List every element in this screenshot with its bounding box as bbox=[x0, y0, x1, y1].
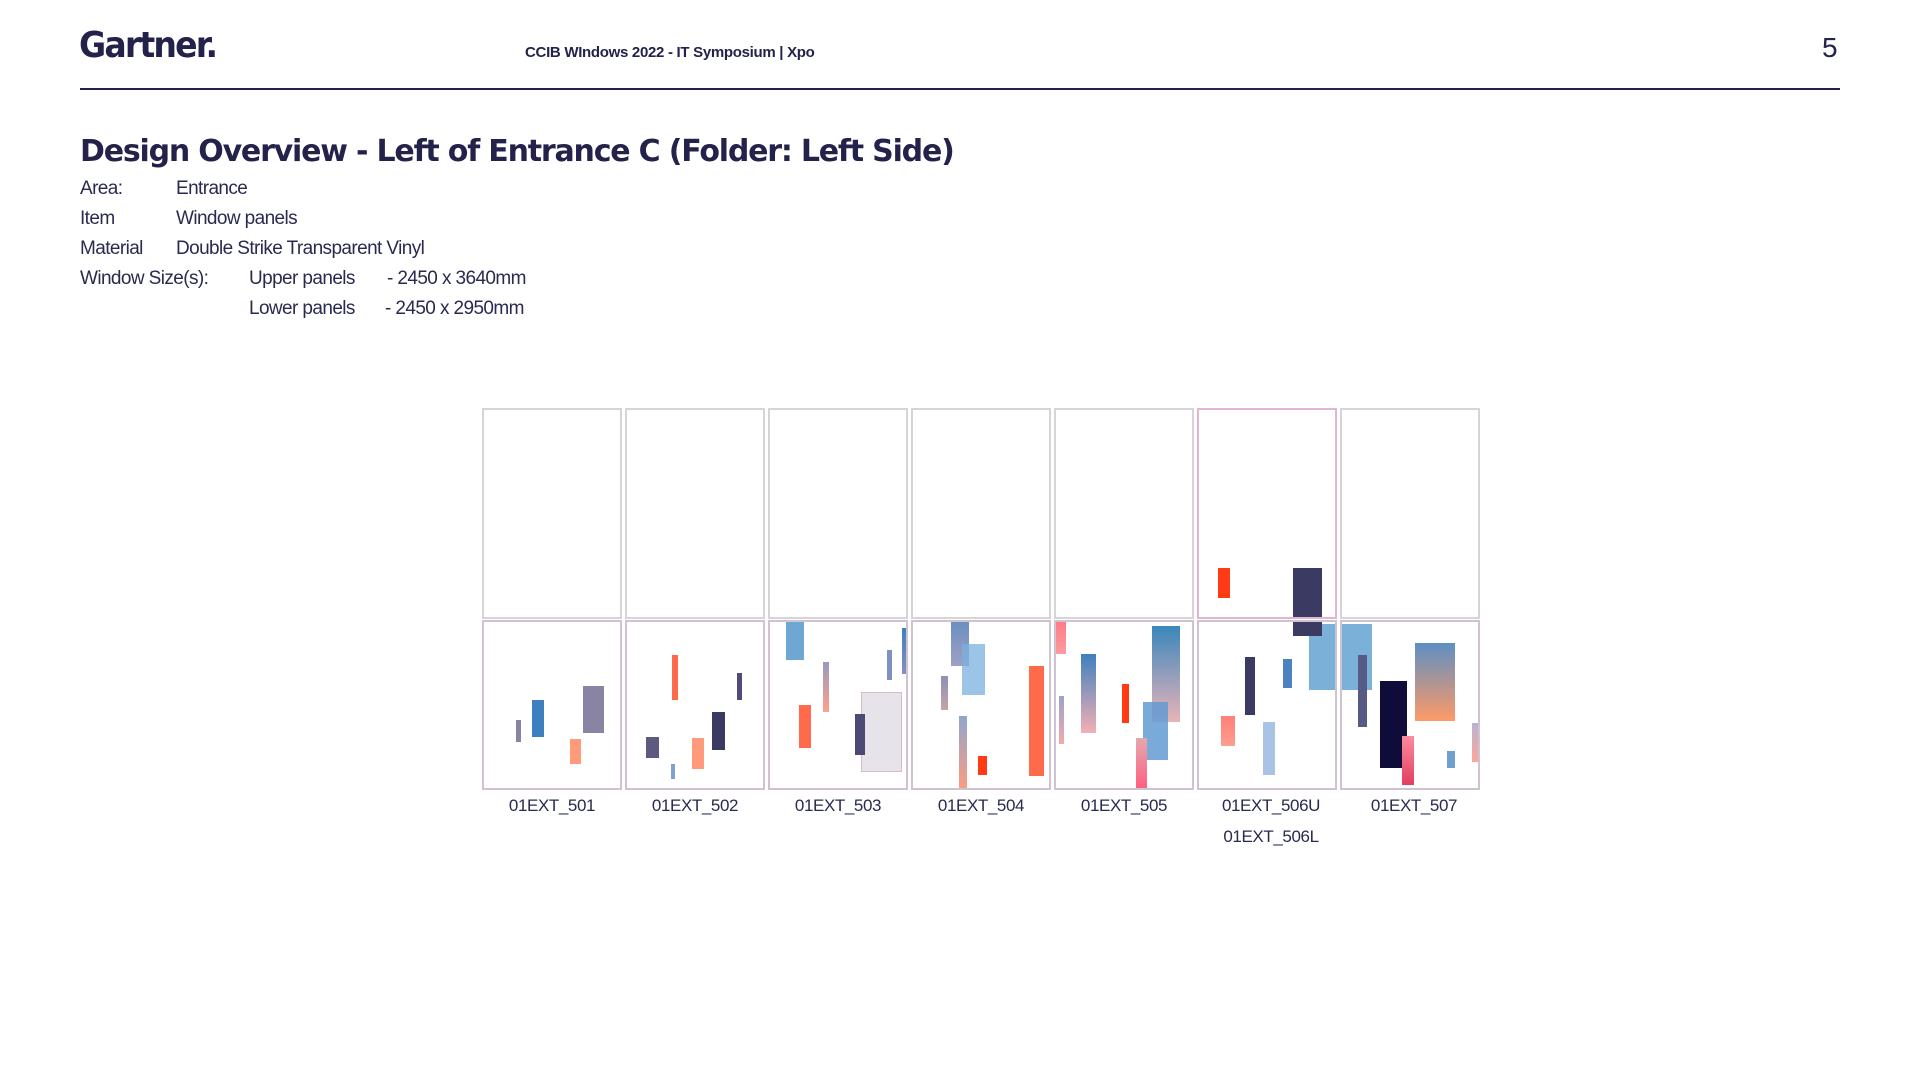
upper-panels-label: Upper panels bbox=[249, 268, 355, 289]
graphic-block bbox=[978, 756, 987, 775]
panel-label: 01EXT_503 bbox=[794, 796, 882, 815]
graphic-block bbox=[516, 720, 521, 742]
lower-window-panel bbox=[1054, 620, 1194, 790]
graphic-block bbox=[737, 673, 742, 700]
graphic-block bbox=[692, 738, 704, 769]
lower-window-panel bbox=[768, 620, 908, 790]
upper-window-panel bbox=[625, 408, 765, 619]
item-label: Item bbox=[80, 208, 115, 229]
graphic-block bbox=[1218, 568, 1230, 598]
material-label: Material bbox=[80, 238, 143, 259]
lower-window-panel bbox=[1340, 620, 1480, 790]
graphic-block bbox=[861, 692, 902, 772]
graphic-block bbox=[1263, 722, 1275, 775]
panel-label: 01EXT_507 bbox=[1370, 796, 1458, 815]
graphic-block bbox=[1245, 657, 1255, 715]
graphic-block bbox=[1447, 751, 1455, 768]
graphic-block bbox=[672, 655, 678, 700]
window-sizes-label: Window Size(s): bbox=[80, 268, 209, 289]
area-label: Area: bbox=[80, 178, 123, 199]
page-heading: Design Overview - Left of Entrance C (Fo… bbox=[80, 134, 955, 169]
page-number: 5 bbox=[1822, 32, 1838, 63]
graphic-block bbox=[1122, 684, 1129, 723]
graphic-block bbox=[959, 716, 967, 788]
graphic-block bbox=[1059, 696, 1064, 744]
graphic-block bbox=[855, 714, 865, 755]
lower-window-panel bbox=[1197, 620, 1337, 790]
graphic-block bbox=[671, 764, 675, 779]
panel-label: 01EXT_505 bbox=[1080, 796, 1168, 815]
upper-panels-value: - 2450 x 3640mm bbox=[387, 268, 526, 289]
material-value: Double Strike Transparent Vinyl bbox=[176, 238, 425, 259]
upper-window-panel bbox=[1197, 408, 1337, 619]
lower-window-panel bbox=[625, 620, 765, 790]
graphic-block bbox=[1402, 736, 1414, 785]
graphic-block bbox=[1342, 624, 1372, 690]
graphic-block bbox=[1221, 716, 1235, 746]
lower-panels-label: Lower panels bbox=[249, 298, 355, 319]
graphic-block bbox=[1293, 568, 1322, 617]
graphic-block bbox=[1283, 659, 1292, 688]
lower-window-panel bbox=[482, 620, 622, 790]
area-value: Entrance bbox=[176, 178, 248, 199]
graphic-block bbox=[570, 739, 581, 764]
upper-window-panel bbox=[482, 408, 622, 619]
graphic-block bbox=[941, 676, 948, 710]
panel-label: 01EXT_506U bbox=[1221, 796, 1321, 815]
graphic-block bbox=[1293, 622, 1322, 636]
graphic-block bbox=[712, 712, 725, 750]
graphic-block bbox=[887, 650, 892, 680]
graphic-block bbox=[1081, 654, 1096, 733]
panel-label: 01EXT_504 bbox=[937, 796, 1025, 815]
document-title: CCIB WIndows 2022 - IT Symposium | Xpo bbox=[525, 44, 815, 61]
graphic-block bbox=[962, 644, 985, 695]
graphic-block bbox=[1029, 666, 1044, 776]
panel-label: 01EXT_502 bbox=[651, 796, 739, 815]
graphic-block bbox=[1472, 723, 1478, 762]
lower-panels-value: - 2450 x 2950mm bbox=[385, 298, 524, 319]
graphic-block bbox=[1415, 643, 1455, 721]
item-value: Window panels bbox=[176, 208, 298, 229]
graphic-block bbox=[646, 737, 659, 758]
graphic-block bbox=[1143, 702, 1168, 760]
graphic-block bbox=[583, 686, 604, 733]
gartner-logo: Gartner. bbox=[79, 25, 218, 66]
panel-label: 01EXT_501 bbox=[508, 796, 596, 815]
graphic-block bbox=[1056, 622, 1066, 654]
graphic-block bbox=[799, 705, 811, 748]
upper-window-panel bbox=[911, 408, 1051, 619]
panel-label-lower: 01EXT_506L bbox=[1223, 827, 1319, 846]
lower-window-panel bbox=[911, 620, 1051, 790]
upper-window-panel bbox=[768, 408, 908, 619]
graphic-block bbox=[786, 622, 804, 660]
graphic-block bbox=[1358, 655, 1367, 727]
graphic-block bbox=[532, 700, 544, 737]
upper-window-panel bbox=[1054, 408, 1194, 619]
graphic-block bbox=[823, 662, 829, 712]
upper-window-panel bbox=[1340, 408, 1480, 619]
graphic-block bbox=[902, 628, 906, 674]
graphic-block bbox=[1136, 738, 1147, 788]
header-divider bbox=[80, 88, 1840, 90]
